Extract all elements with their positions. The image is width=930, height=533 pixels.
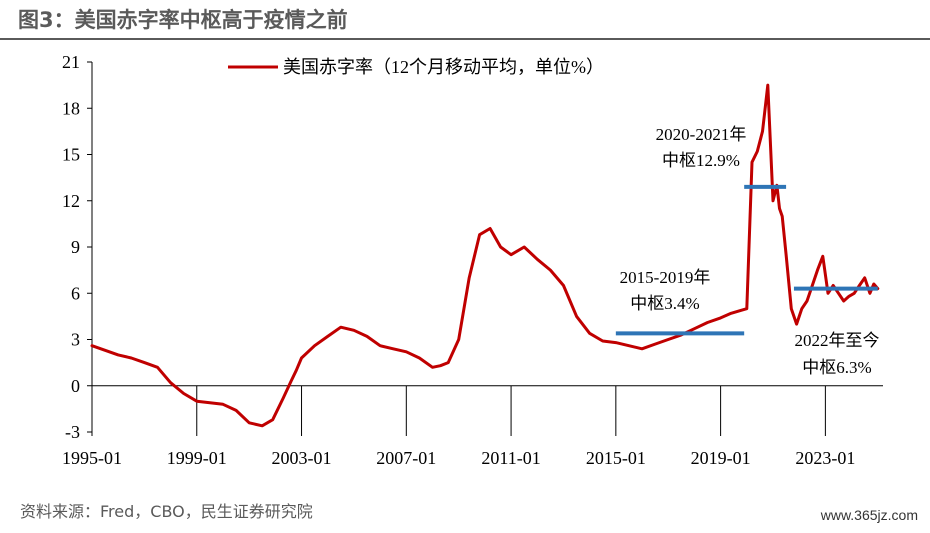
watermark-text: www.365jz.com (820, 507, 918, 523)
figure-title: 图3：美国赤字率中枢高于疫情之前 (18, 8, 348, 32)
median-label-2015-2019: 2015-2019年 (620, 268, 711, 287)
x-tick-label: 2019-01 (691, 448, 751, 468)
y-tick-label: 0 (71, 376, 80, 396)
y-tick-label: 9 (71, 237, 80, 257)
x-tick-label: 2023-01 (795, 448, 855, 468)
median-value-2015-2019: 中枢3.4% (630, 294, 699, 313)
title-divider (0, 38, 930, 40)
median-value-2022-now: 中枢6.3% (802, 358, 871, 377)
median-label-2020-2021: 2020-2021年 (656, 125, 747, 144)
source-note: 资料来源：Fred，CBO，民生证券研究院 (20, 502, 313, 521)
y-tick-label: 6 (71, 283, 80, 303)
x-tick-label: 1999-01 (167, 448, 227, 468)
y-tick-label: 18 (62, 98, 80, 118)
x-tick-label: 2003-01 (272, 448, 332, 468)
y-tick-label: 12 (62, 191, 80, 211)
series-line-deficit-rate (90, 83, 880, 428)
x-tick-label: 2007-01 (376, 448, 436, 468)
y-tick-label: -3 (65, 422, 80, 442)
y-tick-label: 15 (62, 145, 80, 165)
legend-label: 美国赤字率（12个月移动平均，单位%） (283, 57, 604, 77)
y-tick-label: 3 (71, 330, 80, 350)
x-tick-label: 2015-01 (586, 448, 646, 468)
y-tick-label: 21 (62, 52, 80, 72)
x-tick-label: 2011-01 (481, 448, 540, 468)
median-label-2022-now: 2022年至今 (795, 331, 880, 350)
x-tick-label: 1995-01 (62, 448, 122, 468)
median-value-2020-2021: 中枢12.9% (662, 151, 740, 170)
